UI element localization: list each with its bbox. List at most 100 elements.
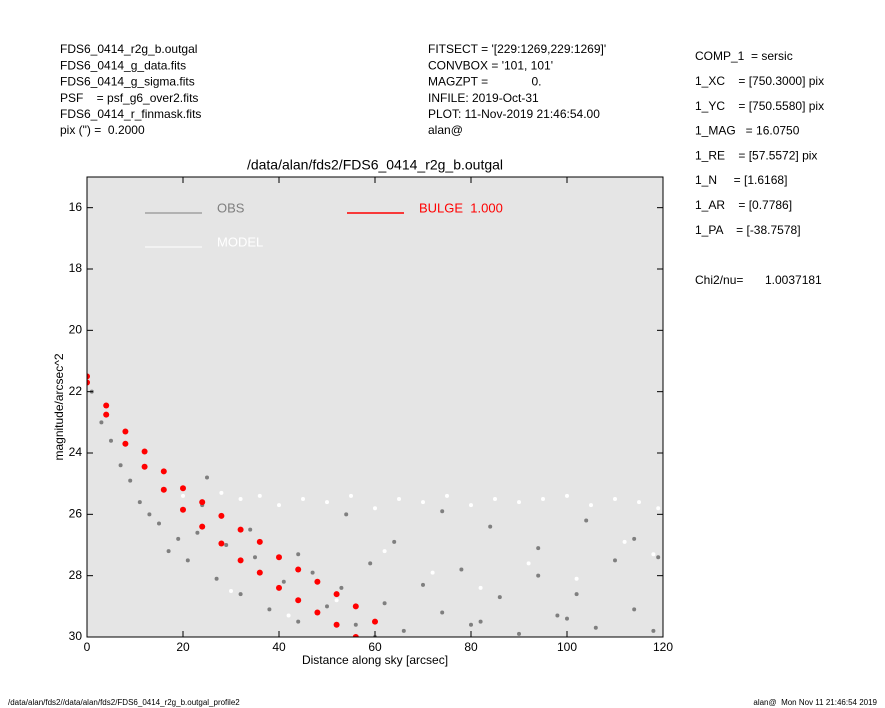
point bbox=[99, 420, 104, 425]
header-center-line: MAGZPT = 0. bbox=[428, 75, 541, 89]
point bbox=[181, 493, 185, 498]
point bbox=[325, 500, 329, 505]
point bbox=[141, 463, 148, 470]
footer-left: /data/alan/fds2//data/alan/fds2/FDS6_041… bbox=[8, 698, 240, 707]
point bbox=[541, 497, 545, 501]
header-center-line: alan@ bbox=[428, 123, 463, 137]
point bbox=[478, 619, 483, 624]
point bbox=[613, 497, 617, 501]
point bbox=[565, 493, 569, 498]
point bbox=[632, 536, 637, 541]
point bbox=[118, 463, 123, 468]
point bbox=[87, 373, 90, 380]
point bbox=[277, 503, 281, 508]
point bbox=[430, 570, 435, 575]
point bbox=[257, 493, 262, 498]
point bbox=[253, 555, 257, 560]
point bbox=[224, 543, 229, 547]
point bbox=[656, 555, 661, 560]
x-tick-label: 40 bbox=[272, 640, 286, 654]
point bbox=[314, 578, 321, 585]
point bbox=[122, 440, 129, 447]
chi2-value: 1.0037181 bbox=[765, 273, 822, 287]
point bbox=[141, 448, 148, 455]
point bbox=[373, 506, 377, 511]
point bbox=[469, 503, 473, 508]
point bbox=[440, 610, 445, 615]
point bbox=[584, 518, 589, 523]
point bbox=[493, 497, 497, 501]
x-tick-label: 60 bbox=[368, 640, 382, 654]
footer-right: alan@ Mon Nov 11 21:46:54 2019 bbox=[753, 698, 877, 707]
point bbox=[238, 592, 243, 597]
point bbox=[344, 512, 349, 517]
y-tick-label: 22 bbox=[69, 384, 83, 398]
point bbox=[352, 603, 359, 610]
point bbox=[256, 538, 263, 545]
point bbox=[229, 589, 233, 593]
chi2-label: Chi2/nu= bbox=[695, 273, 743, 287]
point bbox=[632, 607, 637, 612]
x-tick-label: 0 bbox=[84, 640, 91, 654]
point bbox=[536, 546, 541, 551]
header-left-line: FDS6_0414_r2g_b.outgal bbox=[60, 42, 197, 56]
legend-label: MODEL bbox=[217, 234, 263, 249]
point bbox=[237, 526, 244, 533]
header-left-line: FDS6_0414_g_data.fits bbox=[60, 58, 186, 72]
point bbox=[176, 536, 181, 541]
point bbox=[103, 402, 110, 409]
point bbox=[382, 601, 387, 606]
point bbox=[281, 579, 286, 584]
point bbox=[157, 521, 161, 526]
point bbox=[339, 585, 344, 590]
point bbox=[488, 524, 493, 529]
header-right-line: 1_XC = [750.3000] pix bbox=[695, 74, 824, 88]
point bbox=[445, 493, 449, 498]
chart-title: /data/alan/fds2/FDS6_0414_r2g_b.outgal bbox=[247, 157, 503, 173]
point bbox=[622, 539, 627, 544]
point bbox=[372, 618, 378, 625]
point bbox=[122, 428, 129, 435]
point bbox=[103, 411, 110, 418]
point bbox=[286, 613, 291, 618]
point bbox=[421, 500, 425, 505]
header-center-line: PLOT: 11-Nov-2019 21:46:54.00 bbox=[428, 107, 600, 121]
point bbox=[440, 509, 445, 514]
header-center-line: FITSECT = '[229:1269,229:1269]' bbox=[428, 42, 606, 56]
point bbox=[195, 530, 200, 535]
x-axis-label: Distance along sky [arcsec] bbox=[302, 653, 448, 667]
point bbox=[392, 539, 397, 544]
point bbox=[565, 616, 569, 621]
point bbox=[238, 497, 243, 501]
point bbox=[314, 609, 321, 616]
point bbox=[656, 506, 661, 511]
header-right-line: COMP_1 = sersic bbox=[695, 49, 793, 63]
point bbox=[295, 597, 302, 604]
x-tick-label: 80 bbox=[464, 640, 478, 654]
y-tick-label: 18 bbox=[69, 261, 83, 275]
point bbox=[205, 475, 209, 480]
header-center-line: CONVBOX = '101, 101' bbox=[428, 58, 553, 72]
point bbox=[109, 438, 113, 443]
header-right-line: 1_AR = [0.7786] bbox=[695, 198, 792, 212]
point bbox=[147, 512, 152, 517]
point bbox=[478, 585, 483, 590]
point bbox=[368, 561, 373, 566]
header-left-line: FDS6_0414_r_finmask.fits bbox=[60, 107, 201, 121]
x-tick-label: 20 bbox=[176, 640, 190, 654]
point bbox=[349, 493, 353, 498]
point bbox=[137, 500, 142, 505]
point bbox=[637, 500, 641, 505]
legend-label: BULGE 1.000 bbox=[419, 200, 503, 215]
header-center-line: INFILE: 2019-Oct-31 bbox=[428, 91, 539, 105]
point bbox=[574, 576, 579, 581]
y-axis-label: magnitude/arcsec^2 bbox=[52, 353, 66, 460]
point bbox=[301, 497, 305, 501]
point bbox=[237, 557, 244, 564]
point bbox=[459, 567, 464, 572]
y-tick-label: 28 bbox=[69, 568, 83, 582]
header-left-line: PSF = psf_g6_over2.fits bbox=[60, 91, 198, 105]
point bbox=[160, 486, 167, 493]
header-left-line: FDS6_0414_g_sigma.fits bbox=[60, 75, 195, 89]
point bbox=[180, 485, 186, 492]
